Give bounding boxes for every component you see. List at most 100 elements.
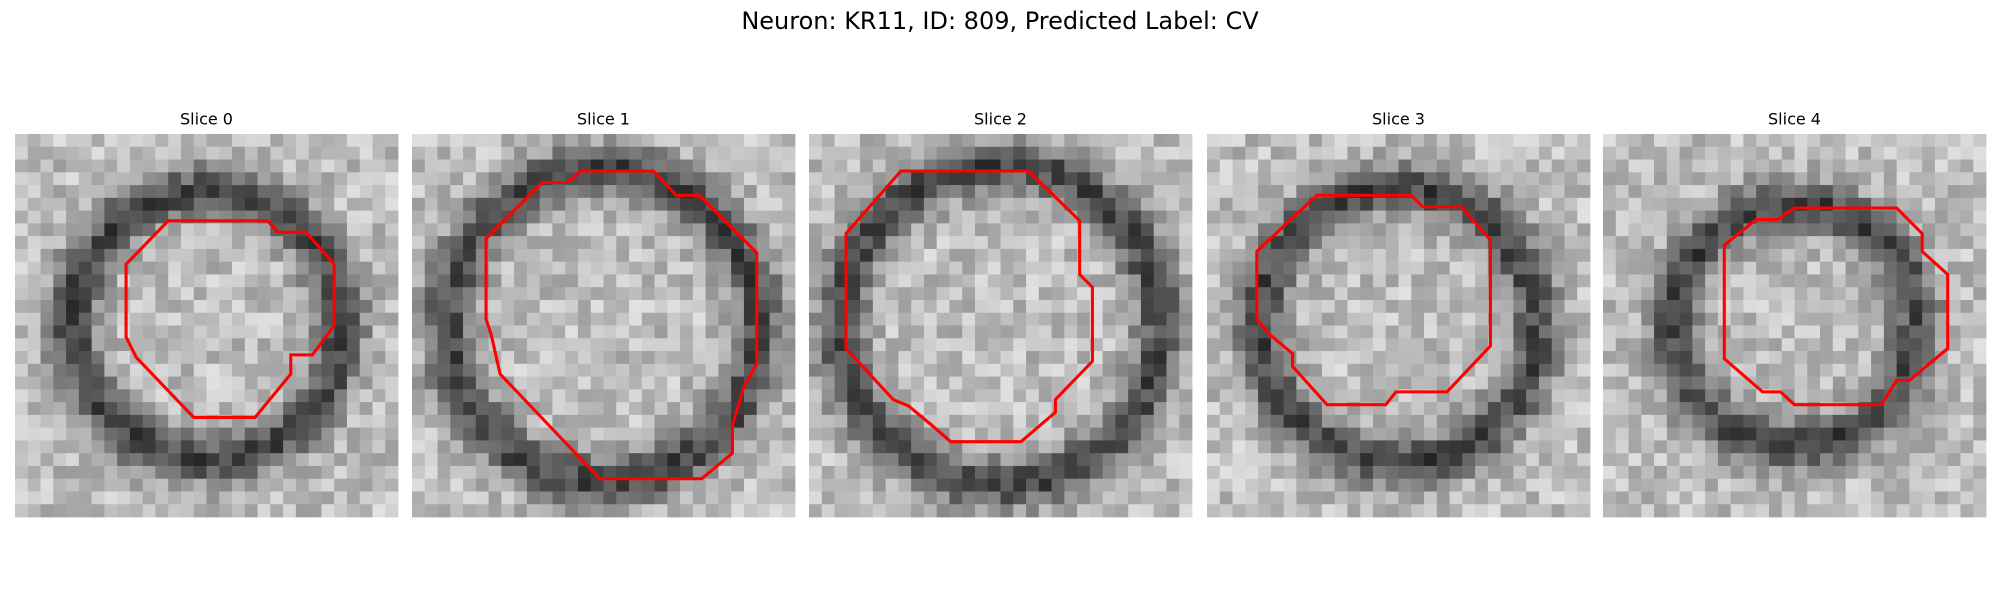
pixel xyxy=(257,478,271,492)
pixel xyxy=(346,402,361,416)
pixel xyxy=(1038,440,1052,454)
pixel xyxy=(1219,478,1233,492)
pixel xyxy=(1347,351,1361,365)
pixel xyxy=(565,248,579,263)
pixel xyxy=(1960,274,1974,288)
pixel xyxy=(1564,491,1578,505)
pixel xyxy=(372,389,386,403)
pixel xyxy=(270,299,284,314)
pixel xyxy=(1334,453,1348,467)
pixel xyxy=(1692,287,1706,301)
pixel xyxy=(129,236,144,250)
pixel xyxy=(1140,287,1155,301)
pixel xyxy=(1102,427,1116,441)
pixel xyxy=(974,312,989,326)
pixel xyxy=(463,261,477,275)
pixel xyxy=(1909,478,1923,492)
pixel xyxy=(1179,491,1193,505)
pixel xyxy=(1347,261,1361,275)
pixel xyxy=(1756,274,1770,288)
pixel xyxy=(1411,402,1425,416)
pixel xyxy=(1717,427,1732,441)
pixel xyxy=(974,146,989,160)
pixel xyxy=(1424,223,1438,237)
pixel xyxy=(1717,197,1732,211)
pixel xyxy=(756,376,770,390)
pixel xyxy=(142,159,156,173)
pixel xyxy=(1089,197,1104,211)
pixel xyxy=(412,274,426,288)
pixel xyxy=(475,210,489,224)
pixel xyxy=(641,338,655,352)
pixel xyxy=(1820,389,1834,403)
pixel xyxy=(987,325,1001,339)
pixel xyxy=(129,274,144,288)
pixel xyxy=(962,465,976,480)
pixel xyxy=(1692,210,1706,224)
pixel xyxy=(1411,287,1425,301)
pixel xyxy=(155,223,169,237)
pixel xyxy=(782,197,796,211)
pixel xyxy=(769,287,783,301)
pixel xyxy=(334,312,348,326)
pixel xyxy=(283,491,297,505)
pixel xyxy=(450,440,464,454)
pixel xyxy=(283,389,297,403)
pixel xyxy=(1245,363,1259,377)
pixel xyxy=(450,236,464,250)
pixel xyxy=(782,248,796,263)
pixel xyxy=(1654,338,1668,352)
pixel xyxy=(1666,210,1680,224)
pixel xyxy=(1385,197,1399,211)
pixel xyxy=(1296,210,1310,224)
pixel xyxy=(334,261,348,275)
pixel xyxy=(308,478,322,492)
pixel xyxy=(1551,185,1565,199)
pixel xyxy=(180,363,195,377)
pixel xyxy=(244,236,258,250)
pixel xyxy=(1462,440,1476,454)
pixel xyxy=(412,402,426,416)
pixel xyxy=(1000,223,1014,237)
pixel xyxy=(1692,146,1706,160)
pixel xyxy=(1820,338,1834,352)
pixel xyxy=(1462,248,1476,263)
pixel xyxy=(1102,363,1116,377)
pixel xyxy=(1462,414,1476,429)
pixel xyxy=(1000,427,1014,441)
pixel xyxy=(1960,236,1974,250)
pixel xyxy=(1245,440,1259,454)
pixel xyxy=(1077,185,1091,199)
pixel xyxy=(1730,414,1744,429)
pixel xyxy=(1500,287,1514,301)
pixel xyxy=(1398,504,1412,518)
pixel xyxy=(385,274,399,288)
pixel xyxy=(488,274,502,288)
pixel xyxy=(142,389,156,403)
pixel xyxy=(1947,414,1961,429)
pixel xyxy=(193,427,207,441)
pixel xyxy=(1153,210,1167,224)
pixel xyxy=(1743,299,1757,314)
pixel xyxy=(501,465,515,480)
pixel xyxy=(1577,210,1591,224)
pixel xyxy=(565,414,579,429)
pixel xyxy=(1973,185,1987,199)
pixel xyxy=(180,261,195,275)
pixel xyxy=(1115,299,1129,314)
pixel xyxy=(1717,210,1732,224)
pixel xyxy=(66,197,80,211)
pixel xyxy=(1385,376,1399,390)
pixel xyxy=(385,134,399,148)
pixel xyxy=(1654,274,1668,288)
pixel xyxy=(1960,325,1974,339)
pixel xyxy=(78,134,92,148)
pixel xyxy=(1538,376,1553,390)
pixel xyxy=(475,402,489,416)
pixel xyxy=(1513,478,1527,492)
pixel xyxy=(809,427,823,441)
pixel xyxy=(962,185,976,199)
pixel xyxy=(629,363,643,377)
pixel xyxy=(692,504,707,518)
pixel xyxy=(1475,236,1489,250)
